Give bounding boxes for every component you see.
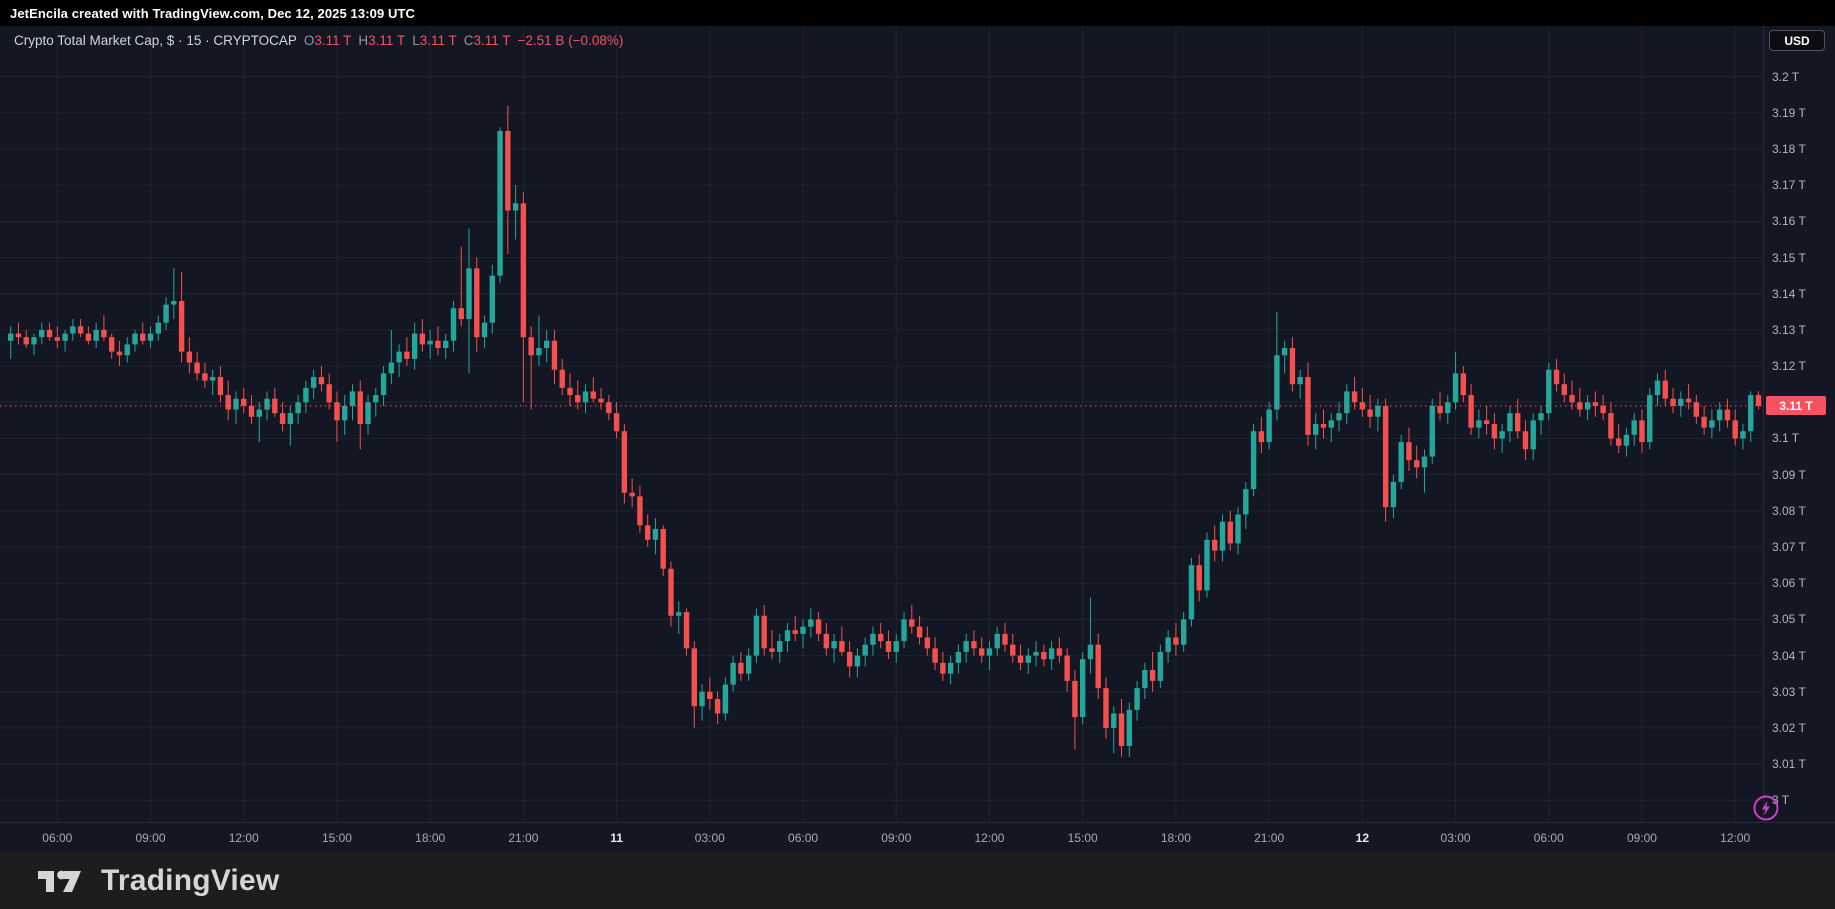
price-axis-label: 3.01 T xyxy=(1772,757,1806,772)
time-axis-label: 03:00 xyxy=(694,831,725,845)
candlestick-series[interactable] xyxy=(8,105,1762,757)
currency-label: USD xyxy=(1784,33,1810,48)
grid-layer xyxy=(0,26,1763,822)
time-axis-label: 12:00 xyxy=(1720,831,1751,845)
close-label: C xyxy=(463,33,474,48)
time-axis-label: 06:00 xyxy=(788,831,819,845)
time-axis-day-label: 12 xyxy=(1355,831,1370,845)
currency-button[interactable]: USD xyxy=(1769,30,1825,51)
low-value: 3.11 T xyxy=(419,33,457,48)
symbol-title: Crypto Total Market Cap, $ · 15 · CRYPTO… xyxy=(14,33,297,48)
time-axis-day-label: 11 xyxy=(610,831,623,845)
price-axis-label: 3.02 T xyxy=(1772,720,1806,735)
tradingview-brand-name[interactable]: TradingView xyxy=(101,863,280,897)
symbol-legend[interactable]: Crypto Total Market Cap, $ · 15 · CRYPTO… xyxy=(14,33,623,48)
price-axis-label: 3.07 T xyxy=(1772,540,1806,555)
time-axis-label: 21:00 xyxy=(508,831,539,845)
attribution-bar: JetEncila created with TradingView.com, … xyxy=(0,0,1835,26)
high-value: 3.11 T xyxy=(368,33,406,48)
candlestick-chart-canvas[interactable] xyxy=(0,26,1763,822)
high-label: H xyxy=(358,33,369,48)
footer-bar: TradingView xyxy=(0,852,1835,909)
low-label: L xyxy=(412,33,420,48)
price-axis-label: 3.19 T xyxy=(1772,105,1806,120)
time-axis-label: 15:00 xyxy=(1067,831,1098,845)
price-axis-label: 3.09 T xyxy=(1772,467,1806,482)
price-axis-label: 3.12 T xyxy=(1772,359,1806,374)
price-axis-label: 3.04 T xyxy=(1772,648,1806,663)
last-price-text: 3.11 T xyxy=(1779,398,1813,413)
price-axis-label: 3.05 T xyxy=(1772,612,1806,627)
price-axis-label: 3.2 T xyxy=(1772,69,1800,84)
attribution-text: JetEncila created with TradingView.com, … xyxy=(10,5,416,21)
lightning-bolt-glyph xyxy=(1762,800,1770,816)
time-axis-label: 09:00 xyxy=(135,831,166,845)
time-axis-label: 06:00 xyxy=(1533,831,1564,845)
tradingview-logo-icon[interactable] xyxy=(37,865,89,897)
price-axis-label: 3.03 T xyxy=(1772,684,1806,699)
time-axis-label: 21:00 xyxy=(1254,831,1285,845)
price-axis-label: 3.1 T xyxy=(1772,431,1800,446)
price-axis-label: 3.13 T xyxy=(1772,322,1806,337)
price-axis-label: 3.14 T xyxy=(1772,286,1806,301)
time-axis-label: 03:00 xyxy=(1440,831,1471,845)
price-axis-label: 3.17 T xyxy=(1772,178,1806,193)
last-price-badge: 3.11 T xyxy=(1766,396,1826,416)
open-label: O xyxy=(303,33,315,48)
open-value: 3.11 T xyxy=(314,33,352,48)
close-value: 3.11 T xyxy=(473,33,511,48)
price-axis[interactable]: 3.11 T 3.2 T 3.19 T 3.18 T 3.17 T 3.16 T 3.15… xyxy=(1763,26,1835,822)
time-axis-label: 06:00 xyxy=(42,831,73,845)
time-axis-label: 09:00 xyxy=(1626,831,1657,845)
chart-area[interactable]: Crypto Total Market Cap, $ · 15 · CRYPTO… xyxy=(0,26,1835,852)
price-axis-label: 3.06 T xyxy=(1772,576,1806,591)
time-axis-label: 12:00 xyxy=(228,831,259,845)
price-axis-label: 3.16 T xyxy=(1772,214,1806,229)
time-axis-label: 15:00 xyxy=(321,831,352,845)
price-axis-label: 3.15 T xyxy=(1772,250,1806,265)
time-axis[interactable]: 06:00 09:00 12:00 15:00 18:00 21:00 11 03:00 06:… xyxy=(0,822,1835,852)
price-axis-label: 3.08 T xyxy=(1772,503,1806,518)
time-axis-label: 12:00 xyxy=(974,831,1005,845)
time-axis-label: 18:00 xyxy=(415,831,446,845)
change-value: −2.51 B (−0.08%) xyxy=(517,33,624,48)
boost-lightning-icon[interactable] xyxy=(1752,794,1780,822)
ohlc-values: O3.11 T H3.11 T L3.11 T C3.11 T −2.51 B … xyxy=(304,33,623,48)
price-axis-label: 3.18 T xyxy=(1772,142,1806,157)
time-axis-label: 18:00 xyxy=(1160,831,1191,845)
time-axis-label: 09:00 xyxy=(881,831,912,845)
